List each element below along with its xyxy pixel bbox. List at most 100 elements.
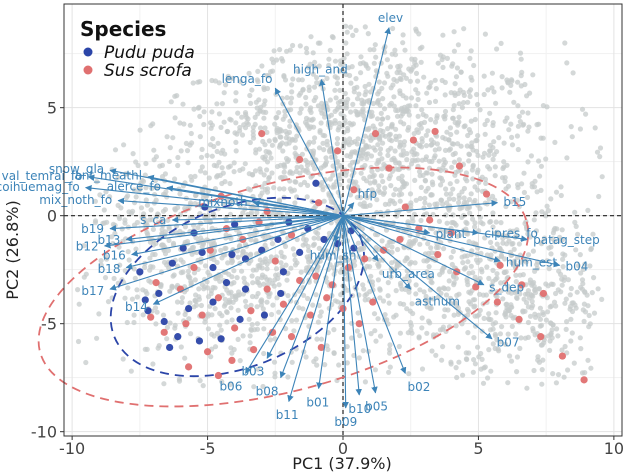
point-sus-scrofa bbox=[182, 320, 190, 328]
background-point bbox=[421, 289, 427, 295]
background-point bbox=[162, 206, 168, 213]
background-point bbox=[470, 176, 476, 182]
background-point bbox=[92, 220, 98, 226]
background-point bbox=[541, 235, 548, 241]
background-point bbox=[278, 260, 284, 266]
background-point bbox=[271, 359, 278, 365]
background-point bbox=[428, 245, 434, 251]
background-point bbox=[439, 357, 445, 363]
background-point bbox=[276, 309, 282, 315]
vector-arrow-b03 bbox=[266, 215, 344, 359]
background-point bbox=[319, 110, 325, 116]
background-point bbox=[408, 206, 414, 212]
background-point bbox=[441, 246, 447, 252]
background-point bbox=[518, 83, 524, 89]
background-point bbox=[219, 180, 225, 187]
background-point bbox=[151, 157, 157, 163]
background-point bbox=[396, 133, 402, 139]
point-sus-scrofa bbox=[323, 294, 331, 302]
point-sus-scrofa bbox=[493, 298, 501, 306]
background-point bbox=[96, 311, 102, 317]
vector-arrow-urb_area bbox=[342, 215, 379, 262]
background-point bbox=[441, 162, 447, 168]
background-point bbox=[150, 264, 156, 270]
background-point bbox=[524, 385, 530, 391]
background-point bbox=[537, 305, 544, 311]
background-point bbox=[453, 169, 459, 176]
background-point bbox=[299, 151, 305, 157]
background-point bbox=[419, 366, 426, 372]
background-point bbox=[397, 63, 403, 69]
background-point bbox=[406, 278, 412, 284]
background-point bbox=[122, 217, 128, 223]
background-point bbox=[280, 148, 286, 154]
background-point bbox=[514, 133, 521, 139]
vector-label-b05: b05 bbox=[365, 400, 388, 414]
vector-arrow-b08 bbox=[279, 215, 344, 379]
background-point bbox=[262, 125, 268, 131]
background-point bbox=[187, 122, 193, 128]
background-point bbox=[386, 300, 392, 306]
background-point bbox=[472, 116, 478, 123]
point-sus-scrofa bbox=[580, 376, 588, 384]
background-point bbox=[462, 265, 469, 271]
point-pudu-puda bbox=[190, 229, 198, 237]
background-point bbox=[548, 251, 554, 257]
background-point bbox=[133, 194, 139, 200]
background-point bbox=[107, 194, 113, 200]
background-point bbox=[231, 280, 237, 286]
background-point bbox=[214, 148, 220, 155]
background-point bbox=[454, 374, 460, 381]
background-point bbox=[239, 114, 245, 120]
background-point bbox=[482, 131, 488, 137]
background-point bbox=[214, 101, 220, 107]
background-point bbox=[451, 29, 457, 35]
background-point bbox=[451, 196, 457, 202]
background-point bbox=[595, 286, 601, 292]
vector-label-ant_meathl: ant_meathl bbox=[74, 169, 142, 183]
background-point bbox=[413, 28, 419, 34]
background-point bbox=[344, 344, 350, 350]
background-point bbox=[225, 164, 232, 170]
background-point bbox=[208, 125, 214, 131]
background-point bbox=[143, 288, 149, 294]
background-point bbox=[460, 372, 466, 378]
background-point bbox=[487, 219, 493, 225]
background-point bbox=[561, 277, 567, 283]
background-point bbox=[546, 245, 552, 251]
background-point bbox=[455, 42, 461, 48]
background-point bbox=[215, 140, 221, 146]
point-pudu-puda bbox=[260, 311, 269, 319]
background-point bbox=[471, 304, 477, 310]
vector-arrow-b09 bbox=[342, 215, 349, 409]
background-point bbox=[295, 68, 301, 74]
vector-arrow-b02 bbox=[342, 215, 407, 374]
background-point bbox=[310, 162, 316, 168]
background-point bbox=[451, 159, 458, 165]
background-point bbox=[398, 152, 404, 158]
background-point bbox=[545, 309, 551, 315]
background-point bbox=[488, 239, 494, 245]
point-pudu-puda bbox=[296, 248, 304, 256]
background-point bbox=[250, 280, 256, 286]
background-point bbox=[318, 309, 324, 315]
background-point bbox=[335, 100, 341, 106]
background-point bbox=[296, 92, 302, 98]
background-point bbox=[434, 141, 440, 147]
background-point bbox=[417, 287, 423, 293]
background-point bbox=[327, 97, 333, 103]
background-point bbox=[493, 276, 499, 283]
background-point bbox=[471, 357, 477, 363]
background-point bbox=[597, 145, 604, 151]
background-point bbox=[509, 142, 516, 148]
background-point bbox=[400, 40, 406, 46]
background-point bbox=[413, 282, 419, 288]
background-point bbox=[260, 383, 266, 390]
background-point bbox=[447, 181, 453, 187]
vector-label-high_and: high_and bbox=[293, 63, 348, 77]
background-point bbox=[478, 266, 484, 272]
ellipse-sus-scrofa bbox=[37, 166, 530, 408]
background-point bbox=[137, 127, 143, 133]
background-point bbox=[496, 135, 502, 141]
background-point bbox=[310, 71, 316, 77]
